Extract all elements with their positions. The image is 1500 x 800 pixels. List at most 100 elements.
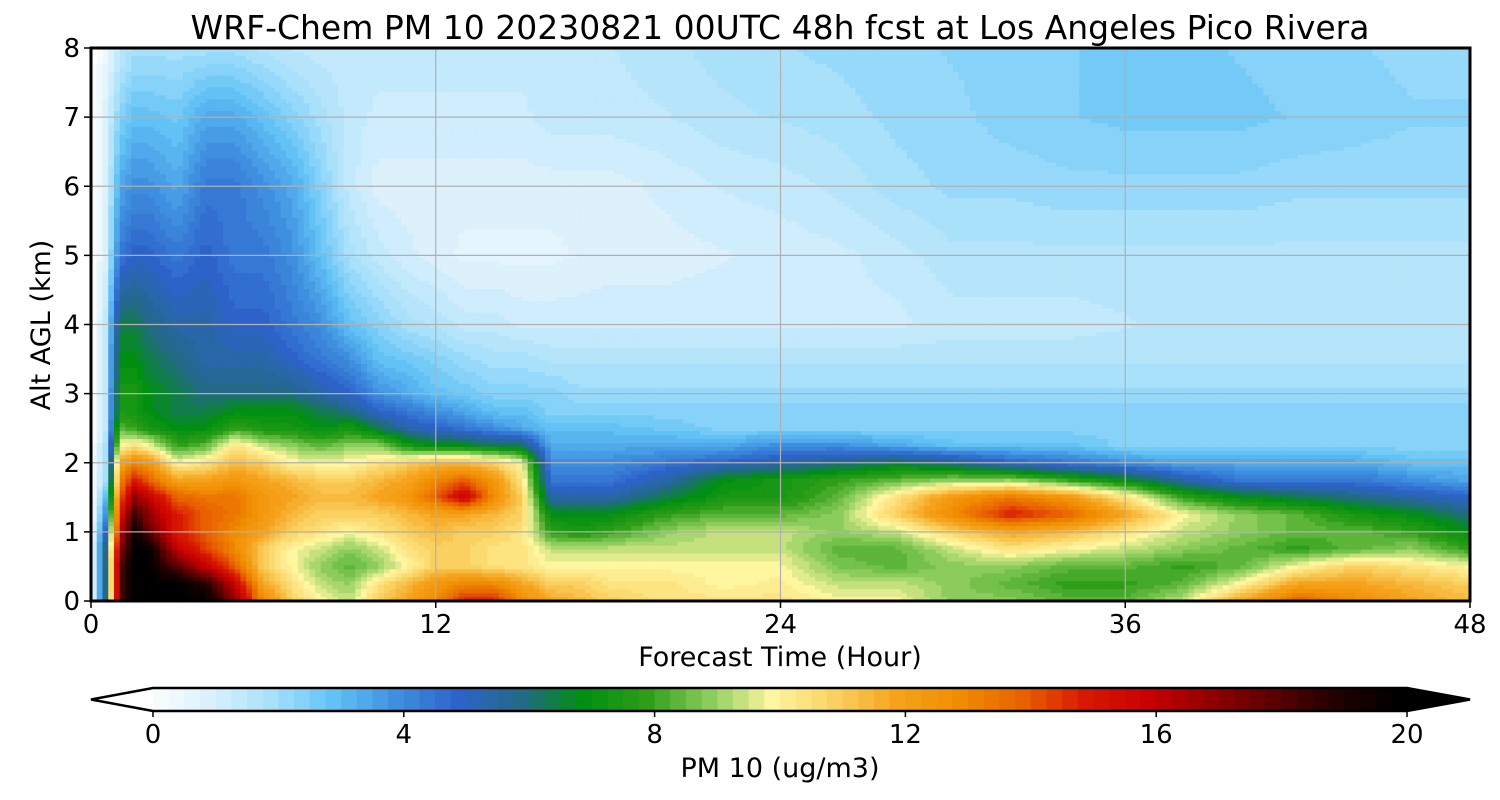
heatmap-cell	[620, 84, 626, 89]
heatmap-cell	[361, 88, 367, 93]
heatmap-cell	[413, 68, 419, 73]
heatmap-cell	[407, 91, 413, 96]
heatmap-cell	[1401, 91, 1407, 96]
heatmap-cell	[1142, 80, 1148, 85]
heatmap-cell	[861, 52, 867, 57]
heatmap-cell	[424, 84, 430, 89]
heatmap-cell	[464, 68, 470, 73]
heatmap-cell	[631, 80, 637, 85]
heatmap-cell	[1068, 123, 1074, 128]
heatmap-cell	[1430, 84, 1436, 89]
heatmap-cell	[212, 127, 218, 132]
heatmap-cell	[315, 52, 321, 57]
heatmap-cell	[1114, 80, 1120, 85]
heatmap-cell	[993, 123, 999, 128]
heatmap-cell	[1441, 72, 1447, 77]
heatmap-cell	[878, 99, 884, 104]
heatmap-cell	[1390, 107, 1396, 112]
heatmap-cell	[602, 127, 608, 132]
heatmap-cell	[1418, 95, 1424, 100]
heatmap-cell	[959, 68, 965, 73]
heatmap-cell	[941, 64, 947, 69]
heatmap-cell	[930, 103, 936, 108]
heatmap-cell	[327, 91, 333, 96]
heatmap-cell	[1430, 64, 1436, 69]
heatmap-cell	[1395, 64, 1401, 69]
heatmap-cell	[723, 107, 729, 112]
heatmap-cell	[752, 52, 758, 57]
heatmap-cell	[401, 68, 407, 73]
heatmap-cell	[1321, 84, 1327, 89]
heatmap-cell	[338, 84, 344, 89]
heatmap-cell	[970, 72, 976, 77]
heatmap-cell	[1177, 60, 1183, 65]
heatmap-cell	[309, 111, 315, 116]
heatmap-cell	[740, 64, 746, 69]
heatmap-cell	[1459, 52, 1465, 57]
heatmap-cell	[631, 99, 637, 104]
heatmap-cell	[844, 127, 850, 132]
heatmap-cell	[533, 80, 539, 85]
heatmap-cell	[258, 60, 264, 65]
heatmap-cell	[976, 107, 982, 112]
heatmap-cell	[1217, 52, 1223, 57]
heatmap-cell	[1131, 76, 1137, 81]
heatmap-cell	[758, 52, 764, 57]
heatmap-cell	[735, 103, 741, 108]
heatmap-cell	[102, 88, 108, 93]
heatmap-cell	[206, 64, 212, 69]
heatmap-cell	[1097, 60, 1103, 65]
heatmap-cell	[1361, 84, 1367, 89]
heatmap-cell	[1344, 123, 1350, 128]
heatmap-cell	[1097, 76, 1103, 81]
heatmap-cell	[872, 119, 878, 124]
heatmap-cell	[809, 127, 815, 132]
heatmap-cell	[1154, 111, 1160, 116]
heatmap-cell	[579, 72, 585, 77]
heatmap-cell	[510, 88, 516, 93]
heatmap-cell	[660, 84, 666, 89]
heatmap-cell	[1361, 107, 1367, 112]
heatmap-cell	[1378, 60, 1384, 65]
heatmap-cell	[1436, 107, 1442, 112]
heatmap-cell	[809, 95, 815, 100]
heatmap-cell	[459, 127, 465, 132]
heatmap-cell	[533, 127, 539, 132]
heatmap-cell	[964, 119, 970, 124]
heatmap-cell	[936, 60, 942, 65]
heatmap-cell	[1436, 52, 1442, 57]
heatmap-cell	[1160, 84, 1166, 89]
heatmap-cell	[206, 84, 212, 89]
heatmap-cell	[729, 56, 735, 61]
heatmap-cell	[1298, 111, 1304, 116]
heatmap-cell	[1079, 64, 1085, 69]
heatmap-cell	[643, 127, 649, 132]
heatmap-cell	[706, 103, 712, 108]
heatmap-cell	[717, 84, 723, 89]
heatmap-cell	[539, 88, 545, 93]
heatmap-cell	[1206, 88, 1212, 93]
heatmap-cell	[1263, 80, 1269, 85]
heatmap-cell	[781, 123, 787, 128]
heatmap-cell	[1269, 88, 1275, 93]
heatmap-cell	[1188, 103, 1194, 108]
heatmap-cell	[1280, 99, 1286, 104]
heatmap-cell	[344, 123, 350, 128]
heatmap-cell	[137, 68, 143, 73]
heatmap-cell	[281, 56, 287, 61]
heatmap-cell	[1028, 99, 1034, 104]
heatmap-cell	[189, 88, 195, 93]
heatmap-cell	[373, 64, 379, 69]
heatmap-cell	[666, 127, 672, 132]
heatmap-cell	[1108, 95, 1114, 100]
heatmap-cell	[148, 84, 154, 89]
heatmap-cell	[872, 111, 878, 116]
heatmap-cell	[1160, 88, 1166, 93]
heatmap-cell	[315, 56, 321, 61]
heatmap-cell	[798, 56, 804, 61]
heatmap-cell	[390, 99, 396, 104]
heatmap-cell	[1246, 64, 1252, 69]
heatmap-cell	[1361, 111, 1367, 116]
heatmap-cell	[849, 99, 855, 104]
heatmap-cell	[712, 76, 718, 81]
